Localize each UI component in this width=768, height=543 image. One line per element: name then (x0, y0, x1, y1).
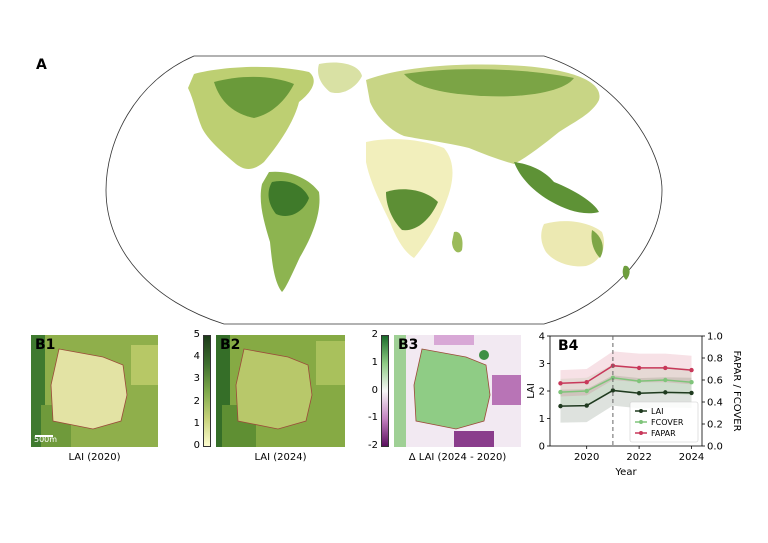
x-tick-label: 2020 (574, 452, 599, 463)
line-fapar (560, 364, 692, 385)
lai-tick-3: 3 (193, 373, 200, 384)
point-fapar (584, 380, 589, 385)
band-fapar (560, 351, 692, 397)
y-axis-label: LAI (526, 383, 537, 399)
y-right-tick-label: 0.0 (707, 442, 723, 453)
madagascar-landmass (452, 231, 463, 253)
y-right-tick-label: 0.6 (707, 376, 723, 387)
lai-tick-4: 4 (193, 351, 200, 362)
line-fcover (560, 377, 692, 393)
delta-tick-minus1: -1 (368, 412, 378, 423)
lai-tick-5: 5 (193, 329, 200, 340)
point-fcover (663, 377, 668, 383)
delta-colorbar (381, 335, 389, 447)
australia-landmass (541, 221, 605, 267)
point-fcover (636, 378, 642, 384)
greenland-landmass (318, 62, 362, 94)
southeast-asia-landmass (514, 162, 599, 214)
y-right-tick-label: 0.2 (707, 420, 723, 431)
delta-colorbar-ticks: 2 1 0 -1 -2 (354, 329, 378, 453)
panel-b3-caption: Δ LAI (2024 - 2020) (408, 452, 507, 463)
north-america-forest (214, 76, 294, 118)
point-fcover (610, 375, 616, 380)
lai-tick-1: 1 (193, 418, 200, 429)
lai-tick-0: 0 (193, 440, 200, 451)
point-lai (689, 390, 694, 396)
delta-tick-minus2: -2 (368, 440, 378, 451)
panel-b4-label: B4 (558, 338, 579, 354)
legend-label-fcover: FCOVER (651, 418, 684, 427)
panel-b4-chart: 0 1 2 3 4 0.0 0.2 0.4 0.6 0.8 1.0 2020 2022 2024 B4 L… (526, 332, 742, 479)
point-lai (558, 403, 563, 409)
amazon-forest (268, 180, 309, 217)
legend-marker (639, 420, 643, 424)
lai-colorbar (203, 335, 211, 447)
line-lai (560, 389, 692, 407)
legend-box (629, 401, 699, 443)
scale-bar-label: 500m (34, 435, 58, 444)
panel-b2-map (216, 335, 345, 447)
new-zealand-landmass (622, 265, 630, 280)
legend-label-fapar: FAPAR (651, 429, 676, 438)
y-right-tick-label: 0.4 (707, 398, 723, 409)
panel-b2-caption: LAI (2024) (254, 452, 307, 463)
x-tick-label: 2022 (626, 452, 651, 463)
point-fcover (558, 389, 563, 395)
panel-b3-map (394, 335, 521, 447)
australia-coast-vegetation (591, 230, 603, 258)
point-lai (584, 403, 589, 408)
y-axis-right-label: FAPAR / FCOVER (731, 350, 742, 431)
panel-b1-label: B1 (35, 337, 56, 353)
point-fapar (663, 365, 668, 371)
y-right-tick-label: 1.0 (707, 332, 723, 343)
point-lai (663, 390, 668, 395)
panel-b1-map (31, 335, 158, 447)
x-tick-label: 2024 (679, 452, 704, 463)
point-fapar (689, 367, 694, 373)
legend-label-lai: LAI (651, 407, 663, 416)
point-fapar (636, 365, 642, 371)
y-tick-label: 2 (539, 387, 545, 398)
point-fapar (558, 381, 563, 386)
x-axis-label: Year (614, 467, 637, 478)
delta-tick-0: 0 (371, 385, 378, 396)
point-lai (636, 391, 642, 396)
band-fcover (560, 364, 692, 406)
lai-tick-2: 2 (193, 396, 200, 407)
y-tick-label: 1 (539, 414, 545, 425)
legend: LAI FCOVER FAPAR (629, 401, 699, 443)
delta-tick-1: 1 (371, 357, 378, 368)
central-africa-forest (386, 189, 438, 231)
siberia-forest (404, 69, 574, 97)
legend-marker (639, 431, 643, 435)
point-fcover (689, 380, 694, 385)
y-tick-label: 0 (539, 442, 545, 453)
panel-b1-caption: LAI (2020) (68, 452, 121, 463)
y-right-tick-label: 0.8 (707, 354, 723, 365)
point-lai (610, 388, 616, 393)
panel-b2-label: B2 (220, 337, 241, 353)
y-tick-label: 3 (539, 359, 545, 370)
point-fcover (584, 388, 589, 394)
world-map (105, 55, 663, 325)
panel-a-label: A (36, 57, 47, 73)
legend-marker (639, 409, 643, 413)
panel-b3-label: B3 (398, 337, 419, 353)
lai-colorbar-ticks: 5 4 3 2 1 0 (180, 329, 200, 453)
y-tick-label: 4 (539, 332, 545, 343)
delta-tick-2: 2 (371, 329, 378, 340)
